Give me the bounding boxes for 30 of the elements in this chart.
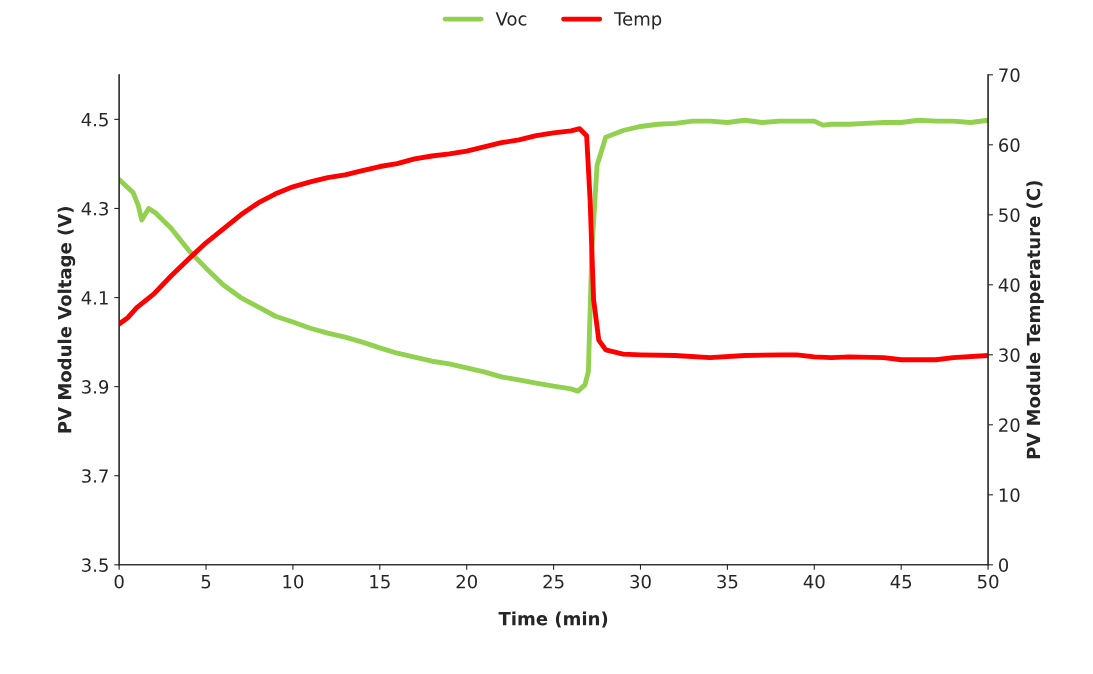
legend-label: Voc (495, 12, 527, 26)
x-tick-label: 0 (114, 574, 124, 589)
x-tick-label: 40 (803, 574, 825, 589)
y2-tick-label: 70 (999, 68, 1020, 82)
x-tick-label: 15 (370, 575, 390, 589)
x-tick-label: 5 (201, 575, 211, 589)
y2-tick-label: 30 (999, 348, 1020, 362)
x-tick-label: 30 (630, 574, 651, 589)
x-tick-label: 35 (717, 574, 738, 589)
y-tick-label: 3.7 (82, 469, 108, 483)
y-axis-title: PV Module Voltage (V) (57, 207, 76, 433)
y2-tick-label: 60 (999, 138, 1020, 152)
y2-axis-title: PV Module Temperature (C) (1026, 181, 1044, 459)
y-tick-label: 4.3 (81, 201, 108, 216)
y-tick-label: 4.5 (81, 113, 108, 127)
x-tick-label: 50 (977, 574, 999, 589)
legend-label: Temp (614, 12, 662, 30)
y-tick-label: 3.9 (82, 380, 109, 394)
x-tick-label: 25 (543, 574, 564, 589)
y2-tick-label: 50 (999, 208, 1020, 222)
y2-tick-label: 0 (998, 558, 1009, 572)
y2-tick-label: 40 (998, 278, 1020, 292)
x-tick-label: 20 (456, 574, 477, 589)
y2-tick-label: 10 (999, 488, 1020, 502)
y-tick-label: 3.5 (82, 558, 108, 572)
y-tick-label: 4.1 (81, 291, 108, 305)
y2-tick-label: 20 (999, 418, 1020, 432)
x-axis-title: Time (min) (498, 611, 608, 628)
x-tick-label: 45 (890, 575, 912, 589)
x-tick-label: 10 (283, 574, 304, 589)
